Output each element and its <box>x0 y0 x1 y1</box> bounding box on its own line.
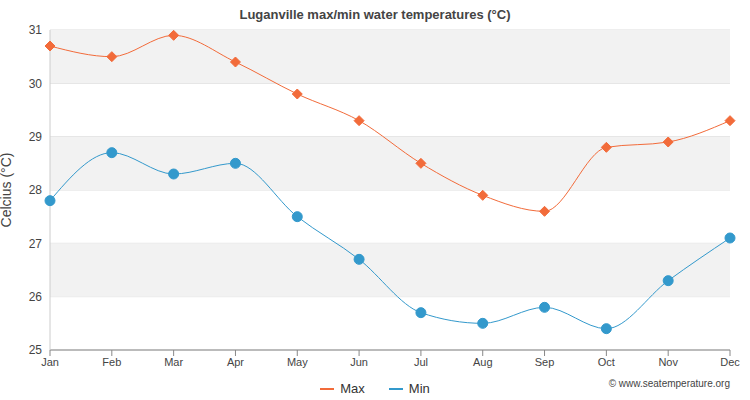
svg-text:25: 25 <box>29 343 43 357</box>
svg-text:Mar: Mar <box>164 356 183 368</box>
svg-text:31: 31 <box>29 23 43 37</box>
svg-text:Jun: Jun <box>350 356 368 368</box>
html-text:© www.seatemperature.org: © www.seatemperature.org <box>608 378 730 389</box>
svg-text:Dec: Dec <box>720 356 740 368</box>
svg-text:Jul: Jul <box>414 356 428 368</box>
svg-text:Celcius (°C): Celcius (°C) <box>8 153 14 228</box>
svg-text:Jan: Jan <box>41 356 59 368</box>
svg-text:Nov: Nov <box>658 356 678 368</box>
svg-text:26: 26 <box>29 290 43 304</box>
svg-text:28: 28 <box>29 183 43 197</box>
svg-text:Feb: Feb <box>102 356 121 368</box>
svg-text:May: May <box>287 356 308 368</box>
html-text:Luganville max/min water tempe: Luganville max/min water temperatures (°… <box>239 7 511 22</box>
svg-text:27: 27 <box>29 237 43 251</box>
html-text:Min: Min <box>408 381 430 396</box>
svg-text:Oct: Oct <box>598 356 615 368</box>
svg-text:Aug: Aug <box>473 356 493 368</box>
svg-text:Sep: Sep <box>535 356 555 368</box>
svg-text:29: 29 <box>29 130 43 144</box>
svg-text:Apr: Apr <box>227 356 244 368</box>
html-text:Max: Max <box>340 381 365 396</box>
svg-text:30: 30 <box>29 77 43 91</box>
